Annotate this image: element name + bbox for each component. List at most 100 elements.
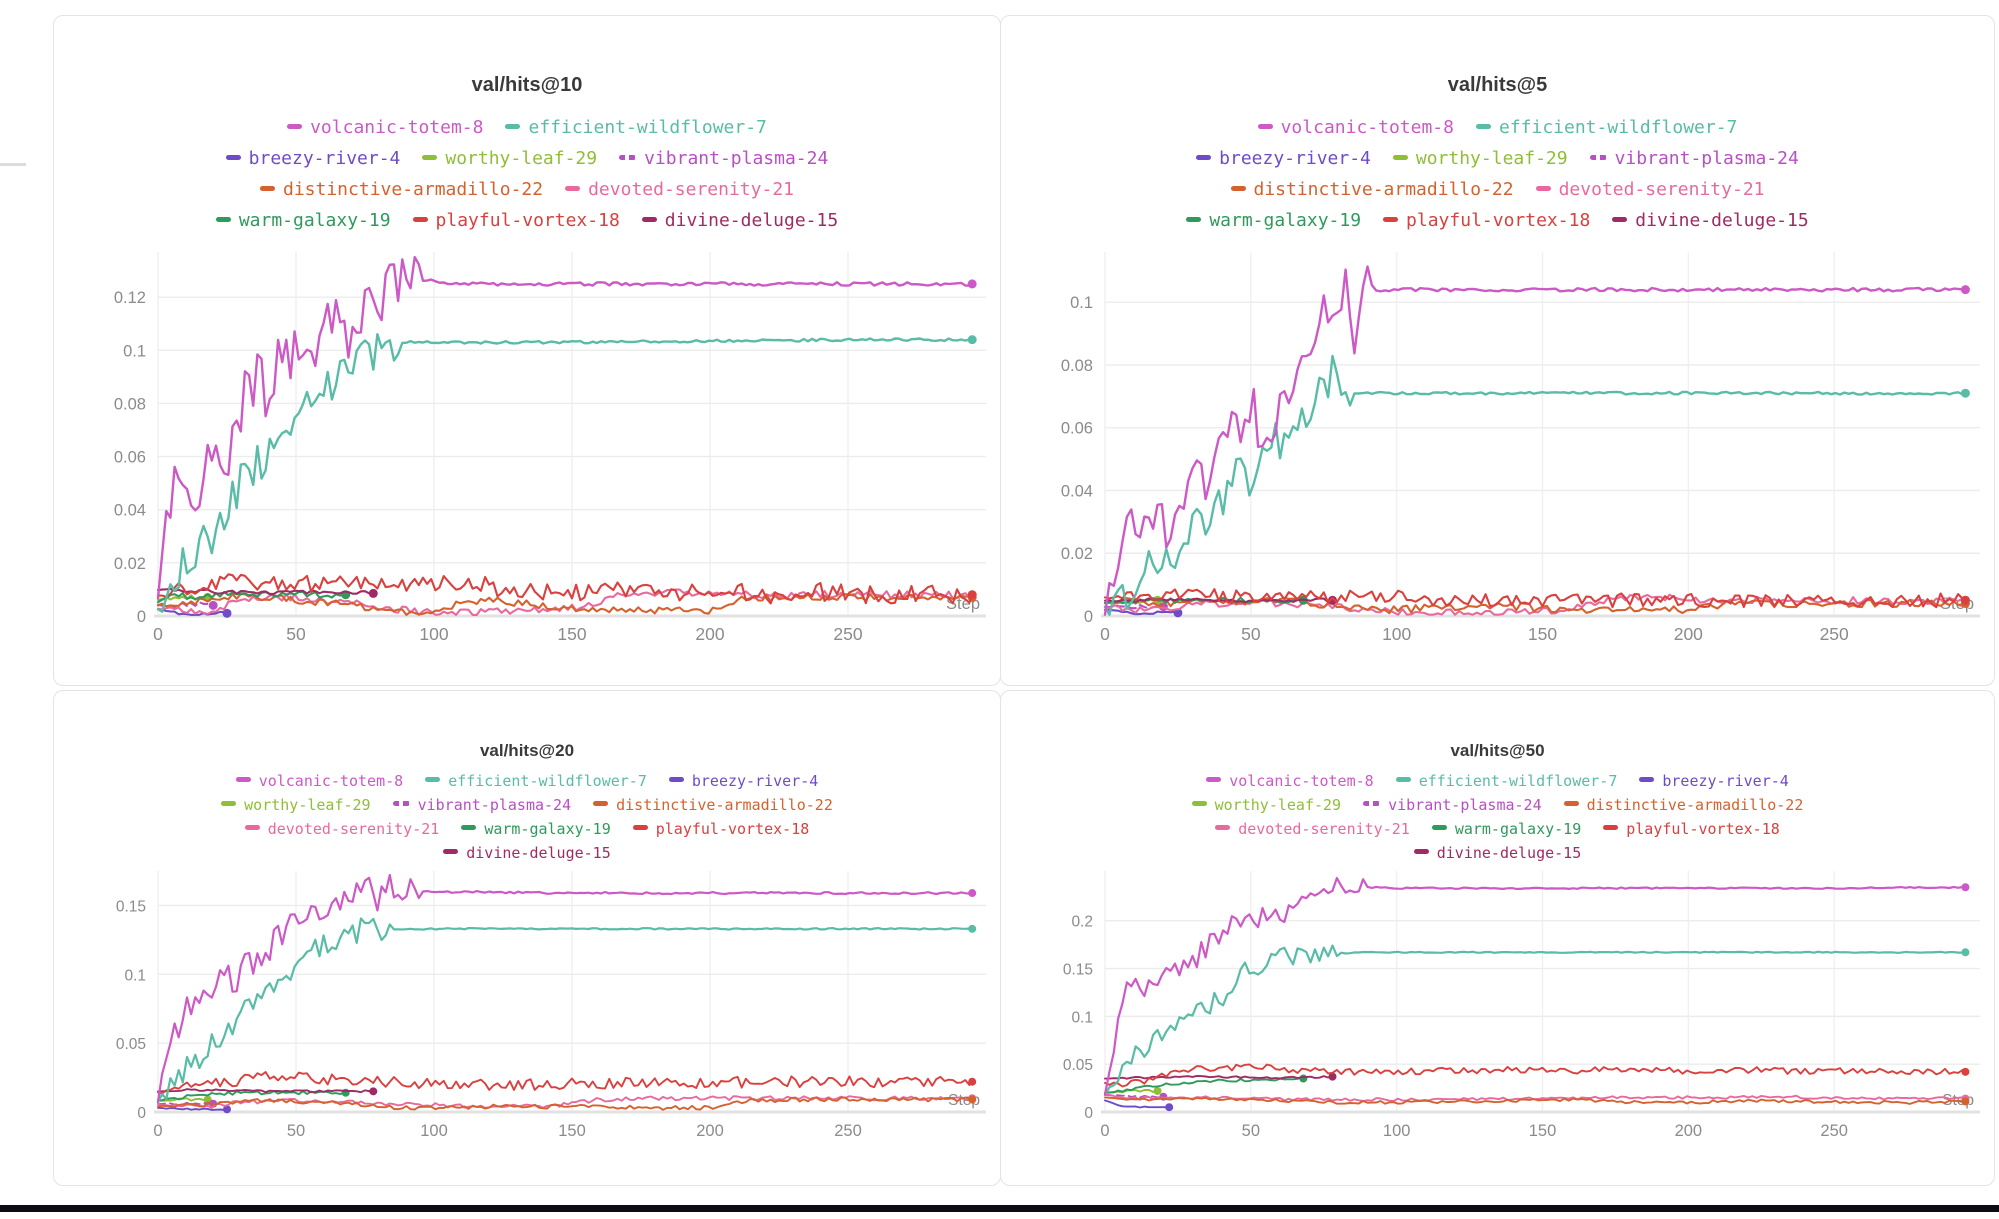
legend-item-vibrant-plasma-24[interactable]: vibrant-plasma-24: [1363, 793, 1542, 817]
series-end-dot-playful-vortex-18: [967, 590, 977, 600]
x-tick-label: 50: [1241, 624, 1261, 644]
series-line-warm-galaxy-19: [156, 590, 347, 604]
x-tick-label: 200: [695, 624, 724, 644]
legend-item-warm-galaxy-19[interactable]: warm-galaxy-19: [1431, 817, 1581, 841]
left-edge-tick: [0, 163, 26, 166]
legend-item-distinctive-armadillo-22[interactable]: distinctive-armadillo-22: [260, 174, 543, 205]
legend-item-efficient-wildflower-7[interactable]: efficient-wildflower-7: [505, 112, 767, 143]
legend-item-volcanic-totem-8[interactable]: volcanic-totem-8: [1206, 769, 1374, 793]
chart-panel-val-hits-10[interactable]: val/hits@10 volcanic-totem-8 efficient-wi…: [53, 15, 1001, 686]
x-tick-label: 50: [286, 624, 306, 644]
legend-item-devoted-serenity-21[interactable]: devoted-serenity-21: [565, 174, 794, 205]
legend-row: warm-galaxy-19 playful-vortex-18 divine-de…: [64, 205, 990, 230]
y-tick-label: 0: [1084, 608, 1093, 626]
legend-item-playful-vortex-18[interactable]: playful-vortex-18: [632, 817, 809, 841]
legend-item-divine-deluge-15[interactable]: divine-deluge-15: [1612, 205, 1809, 236]
legend-item-warm-galaxy-19[interactable]: warm-galaxy-19: [1186, 205, 1361, 236]
legend-swatch-icon: [1475, 123, 1491, 129]
legend-item-efficient-wildflower-7[interactable]: efficient-wildflower-7: [1395, 769, 1618, 793]
legend-item-volcanic-totem-8[interactable]: volcanic-totem-8: [1257, 112, 1454, 143]
series-line-divine-deluge-15: [1103, 597, 1334, 604]
legend-row: volcanic-totem-8 efficient-wildflower-7: [1011, 112, 1984, 143]
legend-swatch-icon: [461, 825, 477, 830]
legend-item-warm-galaxy-19[interactable]: warm-galaxy-19: [461, 817, 611, 841]
series-end-dot-breezy-river-4: [1165, 1103, 1174, 1112]
legend-item-divine-deluge-15[interactable]: divine-deluge-15: [641, 205, 838, 230]
x-tick-label: 150: [1528, 624, 1557, 644]
series-line-distinctive-armadillo-22: [1104, 1096, 1967, 1105]
x-tick-label: 250: [1820, 624, 1849, 644]
legend-item-breezy-river-4[interactable]: breezy-river-4: [1639, 769, 1789, 793]
legend-item-vibrant-plasma-24[interactable]: vibrant-plasma-24: [619, 143, 828, 174]
chart-legend: volcanic-totem-8 efficient-wildflower-7 br…: [1011, 112, 1984, 236]
y-tick-label: 0: [137, 608, 146, 626]
series-end-dot-warm-galaxy-19: [1299, 1074, 1308, 1083]
series-end-dot-volcanic-totem-8: [967, 279, 977, 289]
chart-panel-val-hits-5[interactable]: val/hits@5 volcanic-totem-8 efficient-wil…: [1000, 15, 1995, 686]
series-end-dot-breezy-river-4: [222, 608, 232, 618]
legend-item-efficient-wildflower-7[interactable]: efficient-wildflower-7: [425, 769, 647, 793]
legend-item-playful-vortex-18[interactable]: playful-vortex-18: [1383, 205, 1590, 236]
series-end-dot-efficient-wildflower-7: [967, 335, 977, 345]
legend-item-distinctive-armadillo-22[interactable]: distinctive-armadillo-22: [1563, 793, 1803, 817]
legend-swatch-icon: [1413, 849, 1429, 854]
legend-item-warm-galaxy-19[interactable]: warm-galaxy-19: [215, 205, 391, 230]
legend-swatch-icon: [565, 185, 581, 191]
series-end-dot-distinctive-armadillo-22: [1961, 1097, 1970, 1106]
chart-title: val/hits@10: [471, 74, 583, 96]
legend-item-devoted-serenity-21[interactable]: devoted-serenity-21: [1215, 817, 1410, 841]
x-tick-label: 0: [153, 624, 163, 644]
x-tick-label: 0: [1100, 1122, 1109, 1140]
legend-swatch-icon: [225, 154, 241, 160]
x-tick-label: 250: [834, 1122, 862, 1140]
legend-item-distinctive-armadillo-22[interactable]: distinctive-armadillo-22: [593, 793, 833, 817]
legend-item-playful-vortex-18[interactable]: playful-vortex-18: [1603, 817, 1780, 841]
legend-label: divine-deluge-15: [466, 844, 611, 862]
series-line-breezy-river-4: [1103, 608, 1179, 616]
chart-title: val/hits@50: [1450, 741, 1545, 760]
x-tick-label: 250: [833, 624, 862, 644]
legend-label: divine-deluge-15: [1436, 844, 1582, 862]
y-tick-label: 0.08: [1061, 357, 1093, 375]
legend-item-volcanic-totem-8[interactable]: volcanic-totem-8: [287, 112, 483, 143]
series-line-divine-deluge-15: [1104, 1074, 1334, 1080]
chart-panel-val-hits-50[interactable]: val/hits@50 volcanic-totem-8 efficient-wi…: [1000, 690, 1995, 1186]
chart-legend: volcanic-totem-8 efficient-wildflower-7 br…: [64, 769, 990, 865]
legend-item-devoted-serenity-21[interactable]: devoted-serenity-21: [1535, 174, 1765, 205]
legend-item-worthy-leaf-29[interactable]: worthy-leaf-29: [1392, 143, 1568, 174]
legend-row: devoted-serenity-21 warm-galaxy-19 playful…: [64, 817, 990, 841]
legend-label: efficient-wildflower-7: [1418, 772, 1618, 790]
legend-label: volcanic-totem-8: [1229, 772, 1374, 790]
legend-item-breezy-river-4[interactable]: breezy-river-4: [668, 769, 818, 793]
legend-swatch-icon: [1589, 154, 1607, 160]
legend-item-divine-deluge-15[interactable]: divine-deluge-15: [443, 841, 611, 865]
legend-item-worthy-leaf-29[interactable]: worthy-leaf-29: [422, 143, 597, 174]
legend-item-playful-vortex-18[interactable]: playful-vortex-18: [412, 205, 620, 230]
x-tick-label: 100: [1383, 1122, 1411, 1140]
series-line-efficient-wildflower-7: [1103, 944, 1967, 1097]
legend-item-vibrant-plasma-24[interactable]: vibrant-plasma-24: [1589, 143, 1799, 174]
legend-item-vibrant-plasma-24[interactable]: vibrant-plasma-24: [392, 793, 571, 817]
legend-item-volcanic-totem-8[interactable]: volcanic-totem-8: [235, 769, 403, 793]
legend-swatch-icon: [1383, 216, 1399, 222]
legend-label: worthy-leaf-29: [1415, 148, 1568, 169]
legend-item-worthy-leaf-29[interactable]: worthy-leaf-29: [221, 793, 371, 817]
legend-item-worthy-leaf-29[interactable]: worthy-leaf-29: [1191, 793, 1341, 817]
legend-label: devoted-serenity-21: [588, 179, 794, 200]
series-line-playful-vortex-18: [1103, 588, 1967, 609]
chart-panel-val-hits-20[interactable]: val/hits@20 volcanic-totem-8 efficient-wi…: [53, 690, 1001, 1186]
legend-item-distinctive-armadillo-22[interactable]: distinctive-armadillo-22: [1230, 174, 1514, 205]
legend-item-breezy-river-4[interactable]: breezy-river-4: [225, 143, 400, 174]
legend-item-breezy-river-4[interactable]: breezy-river-4: [1196, 143, 1371, 174]
chart-title: val/hits@20: [479, 741, 575, 760]
chart-canvas[interactable]: 0 50 100 150 200 25000.020.040.060.080.10.12S…: [54, 16, 1000, 685]
legend-swatch-icon: [443, 849, 459, 854]
legend-row: warm-galaxy-19 playful-vortex-18 divine-de…: [1011, 205, 1984, 236]
legend-item-divine-deluge-15[interactable]: divine-deluge-15: [1413, 841, 1582, 865]
legend-swatch-icon: [1206, 777, 1222, 782]
legend-item-devoted-serenity-21[interactable]: devoted-serenity-21: [244, 817, 439, 841]
legend-item-efficient-wildflower-7[interactable]: efficient-wildflower-7: [1475, 112, 1737, 143]
